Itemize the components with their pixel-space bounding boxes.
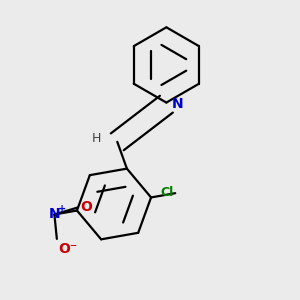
Text: Cl: Cl xyxy=(160,186,174,199)
Text: H: H xyxy=(91,132,101,145)
Text: N: N xyxy=(172,97,184,111)
Text: O: O xyxy=(80,200,92,214)
Text: N: N xyxy=(49,208,60,221)
Text: +: + xyxy=(58,204,66,214)
Text: O⁻: O⁻ xyxy=(58,242,78,256)
